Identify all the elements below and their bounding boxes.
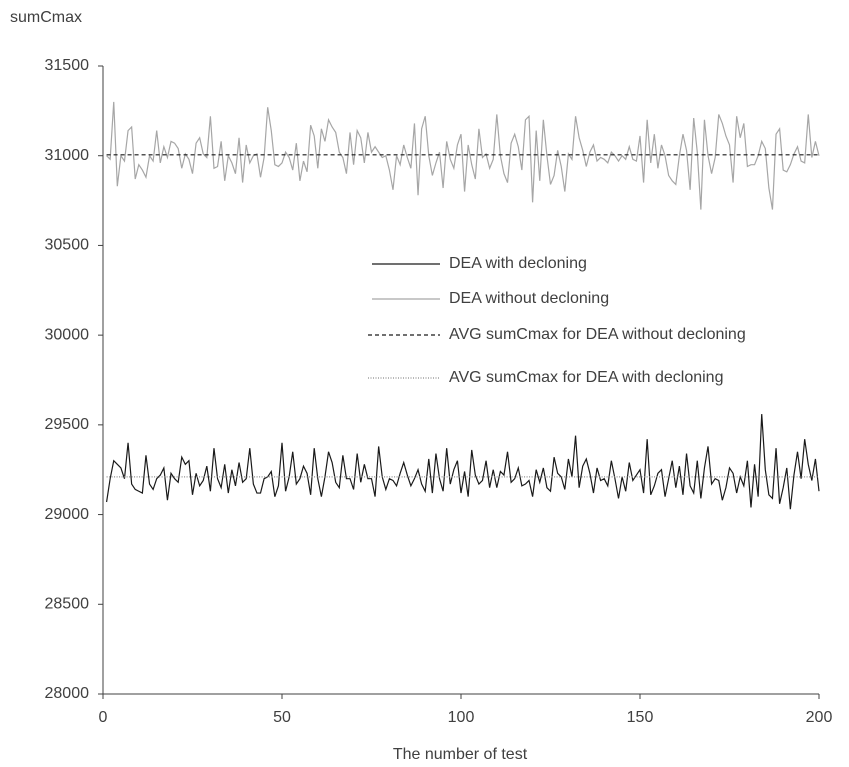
x-tick-label: 200	[806, 709, 833, 726]
y-tick-label: 28000	[45, 685, 90, 702]
legend-label: AVG sumCmax for DEA without decloning	[449, 326, 746, 343]
y-tick-label: 30000	[45, 326, 90, 343]
y-tick-label: 28500	[45, 596, 90, 613]
x-axis-label: The number of test	[393, 746, 528, 763]
series-line	[106, 101, 820, 210]
y-tick-label: 30500	[45, 237, 90, 254]
series-line	[105, 414, 820, 510]
y-axis-label: sumCmax	[10, 9, 82, 26]
y-tick-label: 31500	[45, 57, 90, 74]
legend-label: DEA with decloning	[449, 255, 587, 272]
legend-label: AVG sumCmax for DEA with decloning	[449, 369, 723, 386]
x-tick-label: 150	[627, 709, 654, 726]
x-tick-label: 50	[273, 709, 291, 726]
y-tick-label: 31000	[45, 147, 90, 164]
y-tick-label: 29000	[45, 506, 90, 523]
legend-label: DEA without decloning	[449, 290, 609, 307]
x-tick-label: 0	[99, 709, 108, 726]
x-tick-label: 100	[448, 709, 475, 726]
y-tick-label: 29500	[45, 416, 90, 433]
